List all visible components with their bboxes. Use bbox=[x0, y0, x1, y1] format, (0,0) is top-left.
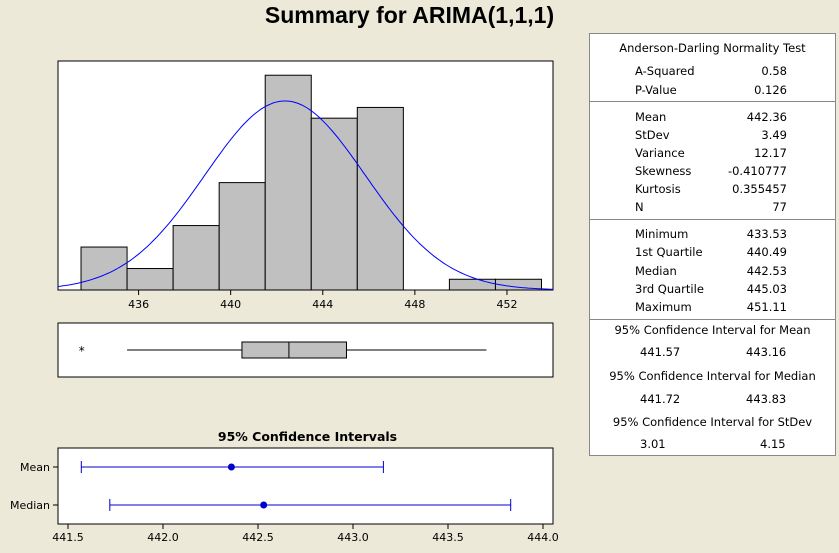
x-tick-label: 440 bbox=[220, 298, 241, 311]
quantile-value: 440.49 bbox=[746, 245, 787, 260]
histogram-bar bbox=[172, 225, 220, 291]
boxplot-chart: * bbox=[57, 322, 554, 378]
x-tick-label: 441.5 bbox=[52, 531, 84, 544]
moment-value: 442.36 bbox=[746, 110, 787, 124]
ci-estimate-point bbox=[260, 501, 268, 509]
moment-label: Mean bbox=[635, 110, 667, 124]
quantile-label: Minimum bbox=[635, 227, 689, 241]
histogram-bar bbox=[494, 278, 542, 291]
moment-value: 3.49 bbox=[761, 128, 787, 142]
quantile-value: 442.53 bbox=[746, 263, 787, 278]
box bbox=[241, 341, 347, 359]
moment-label: StDev bbox=[635, 128, 670, 142]
outlier-marker: * bbox=[79, 344, 85, 358]
ci-mean-title: 95% Confidence Interval for Mean bbox=[614, 323, 811, 337]
moments-section: Mean 442.36 StDev 3.49 Variance 12.17 Skewness… bbox=[590, 102, 835, 220]
ci-median-low: 441.72 bbox=[640, 392, 681, 406]
ci-stdev-high: 4.15 bbox=[760, 437, 786, 451]
normal-curve bbox=[57, 100, 554, 290]
quantile-label: 3rd Quartile bbox=[635, 281, 704, 296]
x-tick-label: 436 bbox=[128, 298, 149, 311]
ci-median-high: 443.83 bbox=[746, 392, 787, 406]
moment-label: Kurtosis bbox=[635, 182, 681, 196]
ci-series-label: Mean bbox=[20, 461, 50, 474]
x-tick-label: 442.0 bbox=[147, 531, 179, 544]
moment-value: 12.17 bbox=[754, 146, 787, 160]
normality-value: 0.126 bbox=[754, 83, 787, 97]
histogram-bar bbox=[448, 278, 496, 291]
ci-stdev-low: 3.01 bbox=[640, 437, 666, 451]
x-tick-label: 452 bbox=[496, 298, 517, 311]
summary-statistics-panel: Anderson-Darling Normality Test A-Square… bbox=[589, 33, 836, 456]
confidence-interval-chart: 95% Confidence Intervals Mean Median 441.5 4… bbox=[10, 429, 559, 544]
moment-label: N bbox=[635, 200, 644, 214]
histogram-chart: 436 440 444 448 452 bbox=[57, 60, 554, 311]
quantiles-section: Minimum 433.53 1st Quartile 440.49 Median 442… bbox=[590, 220, 835, 320]
normality-label: P-Value bbox=[635, 83, 677, 97]
quantile-label: Median bbox=[635, 263, 677, 278]
moment-value: 77 bbox=[772, 200, 787, 214]
histogram-bar bbox=[356, 106, 404, 291]
moment-value: -0.410777 bbox=[727, 164, 787, 178]
ci-estimate-point bbox=[227, 463, 235, 471]
ci-series-label: Median bbox=[10, 499, 50, 512]
normality-test-section: Anderson-Darling Normality Test A-Square… bbox=[590, 34, 835, 102]
quantile-value: 451.11 bbox=[746, 300, 787, 315]
ci-plot-area bbox=[57, 447, 554, 525]
quantile-value: 433.53 bbox=[746, 227, 787, 241]
chart-title: Summary for ARIMA(1,1,1) bbox=[264, 2, 555, 28]
histogram-bar bbox=[218, 182, 266, 291]
histogram-bar bbox=[264, 74, 312, 291]
histogram-bar bbox=[310, 117, 358, 291]
x-tick-label: 443.0 bbox=[337, 531, 369, 544]
x-tick-label: 444.0 bbox=[527, 531, 559, 544]
ci-chart-title: 95% Confidence Intervals bbox=[218, 429, 397, 444]
histogram-bar bbox=[126, 268, 174, 291]
confidence-intervals-section: 95% Confidence Interval for Mean 441.57 … bbox=[590, 320, 835, 455]
moment-label: Skewness bbox=[635, 164, 692, 178]
ci-mean-high: 443.16 bbox=[746, 345, 787, 359]
quantile-label: 1st Quartile bbox=[635, 245, 703, 260]
ci-stdev-title: 95% Confidence Interval for StDev bbox=[612, 415, 813, 429]
x-tick-label: 448 bbox=[404, 298, 425, 311]
normality-label: A-Squared bbox=[635, 64, 695, 78]
quantile-label: Maximum bbox=[635, 300, 692, 315]
charts-area: 436 440 444 448 452 * 95% Confidence Interva… bbox=[10, 60, 559, 544]
ci-mean-low: 441.57 bbox=[640, 345, 681, 359]
normality-value: 0.58 bbox=[761, 64, 787, 78]
quantile-value: 445.03 bbox=[746, 281, 787, 296]
moment-value: 0.355457 bbox=[732, 182, 787, 196]
ci-median-title: 95% Confidence Interval for Median bbox=[609, 369, 816, 383]
moment-label: Variance bbox=[635, 146, 685, 160]
normality-test-title: Anderson-Darling Normality Test bbox=[619, 41, 806, 55]
histogram-bar bbox=[80, 246, 128, 291]
x-tick-label: 444 bbox=[312, 298, 333, 311]
x-tick-label: 443.5 bbox=[432, 531, 464, 544]
x-tick-label: 442.5 bbox=[242, 531, 274, 544]
